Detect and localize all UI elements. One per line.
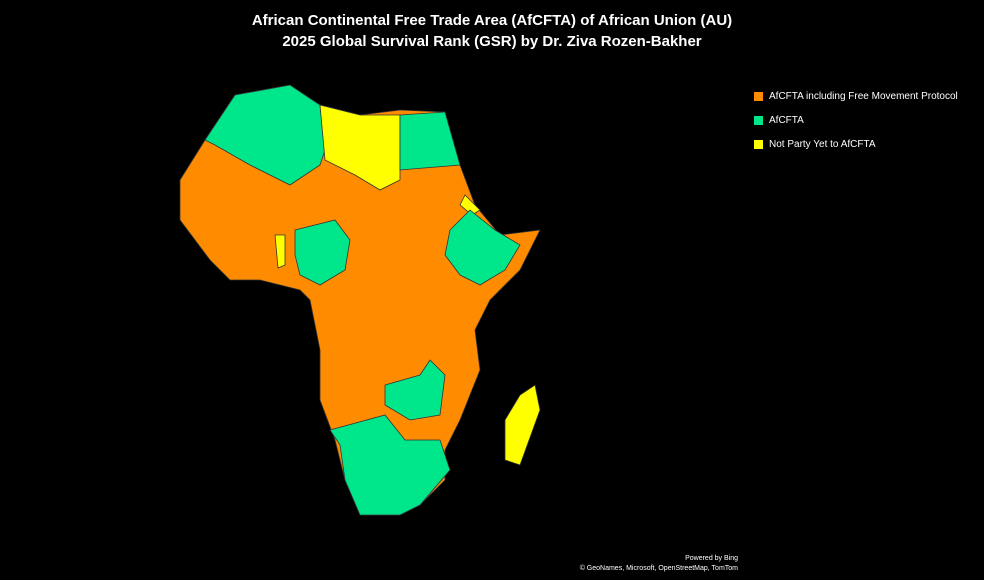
maghreb <box>204 84 326 186</box>
ethiopia <box>444 209 521 286</box>
legend-label: AfCFTA including Free Movement Protocol <box>769 90 958 102</box>
legend-item: Not Party Yet to AfCFTA <box>754 138 958 150</box>
title-line: African Continental Free Trade Area (AfC… <box>251 12 733 29</box>
madagascar <box>504 384 541 466</box>
legend-swatch <box>754 91 763 101</box>
nigeria <box>294 219 351 286</box>
legend-swatch <box>754 115 763 125</box>
legend-item: AfCFTA <box>754 114 958 126</box>
benin <box>274 234 286 269</box>
africa-base <box>179 84 541 516</box>
zambia-zimbabwe <box>384 359 446 421</box>
legend-item: AfCFTA including Free Movement Protocol <box>754 90 958 102</box>
attribution: Powered by Bing <box>685 555 738 562</box>
libya <box>319 104 401 191</box>
legend-swatch <box>754 139 763 149</box>
legend-label: Not Party Yet to AfCFTA <box>769 138 876 150</box>
southern-africa <box>329 414 451 516</box>
attribution: © GeoNames, Microsoft, OpenStreetMap, To… <box>579 565 738 572</box>
title-line: 2025 Global Survival Rank (GSR) by Dr. Z… <box>282 33 702 50</box>
title: African Continental Free Trade Area (AfC… <box>0 10 984 52</box>
egypt <box>399 111 461 171</box>
legend: AfCFTA including Free Movement Protocol A… <box>754 90 958 162</box>
legend-label: AfCFTA <box>769 114 804 126</box>
